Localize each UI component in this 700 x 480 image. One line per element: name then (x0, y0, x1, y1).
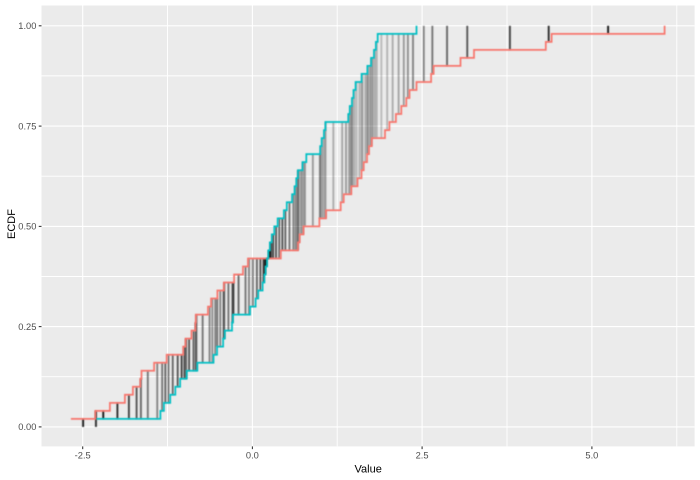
svg-text:2.5: 2.5 (416, 451, 429, 461)
svg-text:0.50: 0.50 (18, 222, 36, 232)
svg-text:1.00: 1.00 (18, 21, 36, 31)
svg-text:0.75: 0.75 (18, 121, 36, 131)
svg-text:ECDF: ECDF (6, 209, 18, 239)
svg-text:0.00: 0.00 (18, 422, 36, 432)
svg-text:-2.5: -2.5 (75, 451, 91, 461)
svg-text:Value: Value (355, 463, 382, 475)
svg-text:0.0: 0.0 (246, 451, 259, 461)
svg-text:5.0: 5.0 (585, 451, 598, 461)
svg-text:0.25: 0.25 (18, 322, 36, 332)
